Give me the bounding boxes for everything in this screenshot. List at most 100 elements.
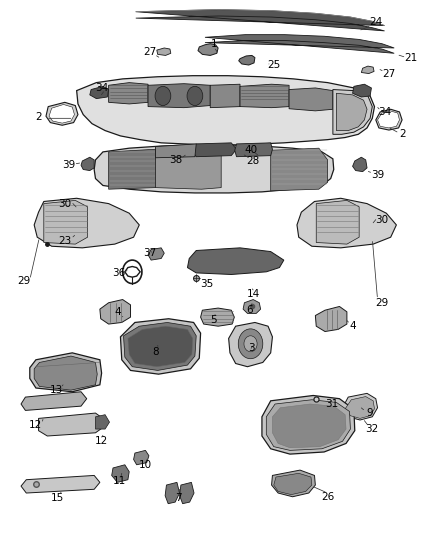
Circle shape <box>155 86 171 106</box>
Polygon shape <box>243 300 261 313</box>
Text: 37: 37 <box>143 248 156 258</box>
Polygon shape <box>90 86 109 99</box>
Polygon shape <box>262 395 355 454</box>
Polygon shape <box>187 248 284 274</box>
Circle shape <box>238 329 263 359</box>
Polygon shape <box>235 143 272 157</box>
Text: 9: 9 <box>367 408 374 418</box>
Text: 12: 12 <box>95 437 108 446</box>
Polygon shape <box>155 148 221 189</box>
Text: 10: 10 <box>139 460 152 470</box>
Polygon shape <box>95 415 110 429</box>
Polygon shape <box>345 397 374 418</box>
Polygon shape <box>376 109 402 130</box>
Text: 34: 34 <box>378 107 391 117</box>
Polygon shape <box>136 10 385 31</box>
Polygon shape <box>128 326 193 367</box>
Text: 29: 29 <box>375 298 389 308</box>
Polygon shape <box>361 66 374 74</box>
Polygon shape <box>165 482 180 504</box>
Text: 28: 28 <box>247 156 260 166</box>
Polygon shape <box>272 404 346 448</box>
Polygon shape <box>30 353 102 392</box>
Text: 34: 34 <box>95 83 108 93</box>
Polygon shape <box>94 145 334 193</box>
Polygon shape <box>271 148 328 191</box>
Polygon shape <box>192 143 237 157</box>
Text: 7: 7 <box>175 494 182 503</box>
Text: 32: 32 <box>365 424 378 434</box>
Text: 30: 30 <box>375 215 389 224</box>
Text: 14: 14 <box>247 289 260 299</box>
Polygon shape <box>46 102 78 125</box>
Polygon shape <box>274 473 312 495</box>
Polygon shape <box>315 306 347 332</box>
Text: 40: 40 <box>244 146 257 155</box>
Polygon shape <box>201 308 234 326</box>
Text: 2: 2 <box>399 130 406 139</box>
Circle shape <box>123 260 142 284</box>
Text: 3: 3 <box>248 343 255 352</box>
Polygon shape <box>148 248 164 260</box>
Text: 27: 27 <box>382 69 396 78</box>
Polygon shape <box>21 475 100 493</box>
Polygon shape <box>34 198 139 248</box>
Polygon shape <box>39 413 103 436</box>
Polygon shape <box>157 48 171 55</box>
Text: 35: 35 <box>200 279 213 288</box>
Text: 29: 29 <box>18 277 31 286</box>
Polygon shape <box>336 93 367 131</box>
Text: 11: 11 <box>113 476 126 486</box>
Text: 2: 2 <box>35 112 42 122</box>
Polygon shape <box>44 200 88 244</box>
Polygon shape <box>272 470 315 497</box>
Polygon shape <box>378 111 399 128</box>
Text: 36: 36 <box>113 268 126 278</box>
Polygon shape <box>297 198 396 248</box>
Polygon shape <box>333 90 372 134</box>
Polygon shape <box>112 465 129 482</box>
Polygon shape <box>77 76 374 145</box>
Text: 6: 6 <box>246 305 253 315</box>
Polygon shape <box>289 88 333 111</box>
Text: 39: 39 <box>63 160 76 170</box>
Polygon shape <box>353 84 371 97</box>
Text: 21: 21 <box>404 53 417 62</box>
Text: 27: 27 <box>143 47 156 57</box>
Polygon shape <box>353 157 367 172</box>
Text: 12: 12 <box>29 421 42 430</box>
Polygon shape <box>100 300 131 324</box>
Text: 8: 8 <box>152 347 159 357</box>
Polygon shape <box>229 322 272 367</box>
Polygon shape <box>120 319 201 374</box>
Polygon shape <box>155 144 196 158</box>
Text: 4: 4 <box>349 321 356 331</box>
Text: 15: 15 <box>50 494 64 503</box>
Polygon shape <box>109 149 155 189</box>
Polygon shape <box>134 450 149 465</box>
Polygon shape <box>125 266 140 277</box>
Text: 24: 24 <box>369 18 382 27</box>
Polygon shape <box>266 400 350 450</box>
Text: 26: 26 <box>321 492 334 502</box>
Text: 5: 5 <box>210 315 217 325</box>
Polygon shape <box>343 393 378 420</box>
Text: 13: 13 <box>49 385 63 395</box>
Text: 4: 4 <box>114 307 121 317</box>
Text: 30: 30 <box>58 199 71 208</box>
Polygon shape <box>34 356 97 390</box>
Polygon shape <box>21 392 87 410</box>
Polygon shape <box>49 104 74 123</box>
Text: 39: 39 <box>371 170 384 180</box>
Text: 23: 23 <box>58 236 71 246</box>
Circle shape <box>187 86 203 106</box>
Text: 1: 1 <box>210 39 217 49</box>
Circle shape <box>244 336 257 352</box>
Polygon shape <box>148 84 210 108</box>
Polygon shape <box>81 157 94 171</box>
Text: 38: 38 <box>170 155 183 165</box>
Polygon shape <box>205 35 394 53</box>
Polygon shape <box>210 84 240 108</box>
Polygon shape <box>124 322 196 370</box>
Text: 25: 25 <box>267 60 280 70</box>
